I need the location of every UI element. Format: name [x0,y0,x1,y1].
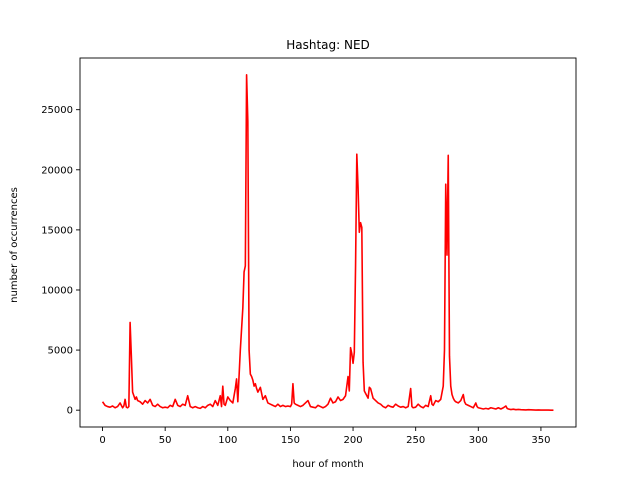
x-tick-label: 150 [281,435,300,446]
x-tick-label: 100 [218,435,237,446]
series-line-0 [101,74,554,411]
plot-area: 0 50 100 150 200 250 300 350 0 5000 10000 15000 2000… [41,57,577,446]
y-tick-label: 5000 [48,346,73,357]
y-tick-label: 25000 [41,105,73,116]
y-axis-label: number of occurrences [9,187,20,303]
x-tick-label: 250 [406,435,425,446]
x-axis-label: hour of month [292,459,363,470]
axes-frame [79,57,577,428]
x-tick-label: 200 [344,435,363,446]
y-tick-label: 10000 [41,285,73,296]
y-tick-label: 0 [67,406,73,417]
x-tick-label: 0 [99,435,105,446]
y-tick-label: 20000 [41,165,73,176]
x-tick-label: 350 [531,435,550,446]
chart-title: Hashtag: NED [286,38,370,52]
x-tick-label: 300 [469,435,488,446]
y-tick-label: 15000 [41,225,73,236]
x-tick-label: 50 [159,435,172,446]
